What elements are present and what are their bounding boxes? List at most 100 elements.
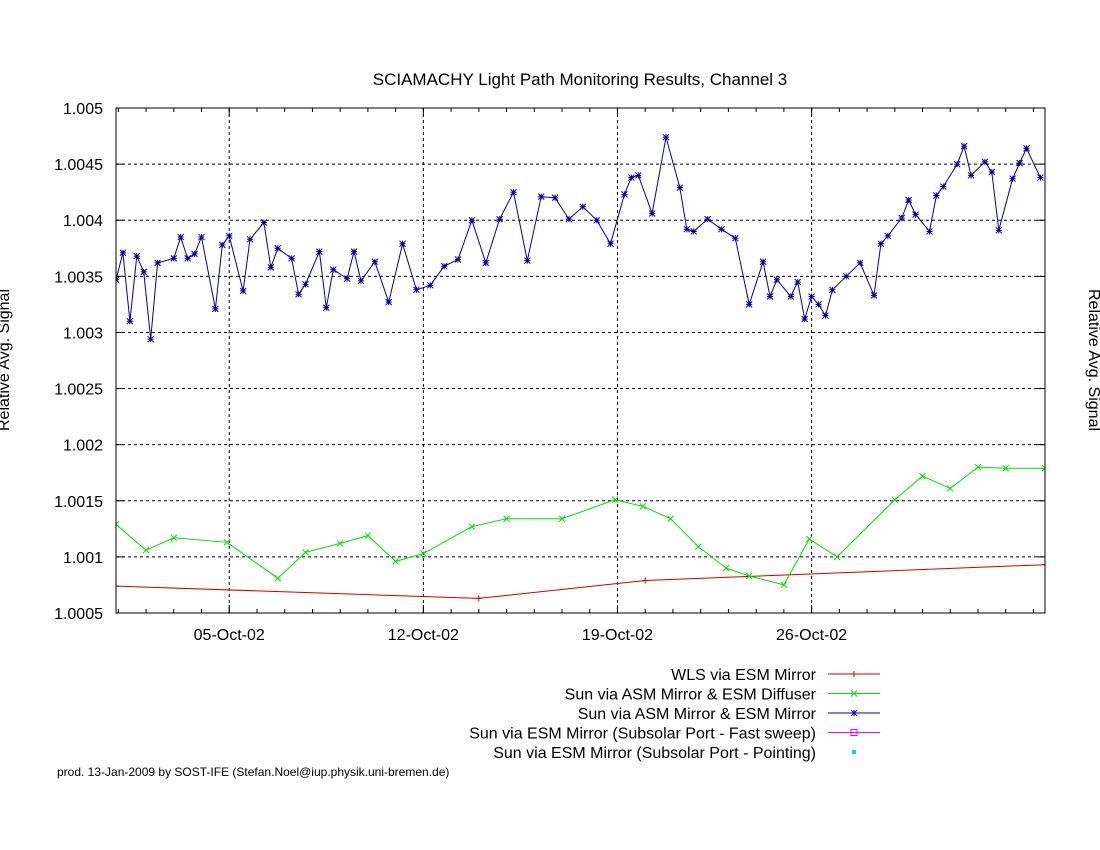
data-point xyxy=(140,268,148,276)
data-point xyxy=(960,142,968,150)
data-point xyxy=(558,515,566,523)
data-point xyxy=(385,298,393,306)
data-point xyxy=(116,520,120,528)
x-axis-ticks: 05-Oct-02 12-Oct-02 19-Oct-02 26-Oct-02 xyxy=(117,108,1034,644)
data-point xyxy=(274,244,282,252)
data-point xyxy=(621,191,628,198)
data-point xyxy=(218,241,226,249)
x-tick-label: 12-Oct-02 xyxy=(388,627,459,644)
data-point xyxy=(891,496,899,504)
data-point xyxy=(336,540,344,547)
y-tick-label: 1.0035 xyxy=(54,269,103,286)
y-tick-label: 1.003 xyxy=(63,325,103,342)
data-point xyxy=(690,228,698,235)
legend: WLS via ESM Mirror Sun via ASM Mirror & E… xyxy=(469,667,880,762)
data-point xyxy=(662,133,670,141)
data-point xyxy=(695,543,702,551)
data-point xyxy=(611,496,619,504)
data-point xyxy=(877,240,885,248)
legend-marker xyxy=(850,690,858,697)
y2-axis-title: Relative Avg. Signal xyxy=(1085,289,1100,431)
legend-marker xyxy=(851,671,857,677)
grid xyxy=(116,108,1045,613)
data-point xyxy=(454,256,462,263)
data-point xyxy=(745,301,753,308)
data-point xyxy=(829,286,836,294)
data-point xyxy=(371,258,379,266)
data-point xyxy=(648,210,656,217)
legend-marker xyxy=(850,729,858,736)
data-point xyxy=(475,595,482,602)
x-tick-label: 19-Oct-02 xyxy=(582,627,653,644)
data-point xyxy=(357,277,365,285)
data-point xyxy=(953,160,961,168)
series-3 xyxy=(116,133,1044,343)
data-point xyxy=(133,252,141,260)
y-axis-ticks: 1.0005 1.001 1.0015 1.002 1.0025 1.003 1.0035 1… xyxy=(54,101,1045,623)
data-point xyxy=(126,317,134,325)
data-point xyxy=(912,211,919,218)
data-point xyxy=(399,240,406,248)
data-point xyxy=(634,171,642,179)
x-tick-label: 05-Oct-02 xyxy=(194,627,265,644)
data-point xyxy=(154,259,161,267)
x-tick-label: 26-Oct-02 xyxy=(776,627,847,644)
data-point xyxy=(856,259,864,267)
legend-label: Sun via ASM Mirror & ESM Diffuser xyxy=(565,687,817,704)
data-point xyxy=(316,248,323,255)
y-tick-label: 1.002 xyxy=(63,438,103,455)
data-point xyxy=(420,550,427,557)
data-point xyxy=(933,192,940,199)
data-point xyxy=(801,315,809,323)
data-point xyxy=(170,255,178,262)
data-point xyxy=(302,549,309,556)
data-point xyxy=(919,472,926,480)
data-point xyxy=(322,304,330,312)
legend-marker xyxy=(852,750,856,754)
data-point xyxy=(142,546,150,554)
data-point xyxy=(1023,145,1030,152)
data-point xyxy=(239,287,247,295)
data-point xyxy=(329,266,337,273)
data-point xyxy=(1041,464,1045,472)
data-point xyxy=(822,312,829,319)
data-point xyxy=(147,335,155,343)
data-point xyxy=(225,232,233,240)
data-point xyxy=(565,215,573,223)
legend-label: WLS via ESM Mirror xyxy=(671,667,817,684)
data-point xyxy=(288,255,295,262)
data-point xyxy=(722,564,730,572)
data-point xyxy=(766,293,774,300)
data-point xyxy=(274,574,282,582)
data-point xyxy=(440,262,448,270)
data-point xyxy=(1009,175,1017,183)
data-point xyxy=(870,292,878,299)
data-point xyxy=(350,248,358,255)
data-point xyxy=(639,503,647,510)
data-point xyxy=(510,188,517,196)
data-point xyxy=(1037,174,1044,181)
data-point xyxy=(981,158,989,166)
data-point xyxy=(627,174,635,181)
data-point xyxy=(260,219,268,226)
y-tick-label: 1.001 xyxy=(63,550,103,567)
chart-title: SCIAMACHY Light Path Monitoring Results,… xyxy=(373,70,788,89)
series-line xyxy=(116,466,1045,586)
legend-label: Sun via ESM Mirror (Subsolar Port - Fast… xyxy=(469,726,816,743)
plot-area xyxy=(116,133,1045,602)
data-point xyxy=(364,532,372,539)
data-point xyxy=(1042,561,1045,568)
y-axis-title: Relative Avg. Signal xyxy=(0,289,13,431)
data-point xyxy=(805,535,813,543)
data-point xyxy=(704,215,711,223)
data-point xyxy=(343,275,351,282)
data-point xyxy=(1002,464,1010,472)
data-point xyxy=(667,515,674,523)
data-point xyxy=(593,216,601,224)
data-point xyxy=(302,280,309,288)
data-point xyxy=(177,233,185,241)
data-point xyxy=(676,184,684,192)
data-point xyxy=(815,301,822,308)
data-point xyxy=(503,515,510,523)
